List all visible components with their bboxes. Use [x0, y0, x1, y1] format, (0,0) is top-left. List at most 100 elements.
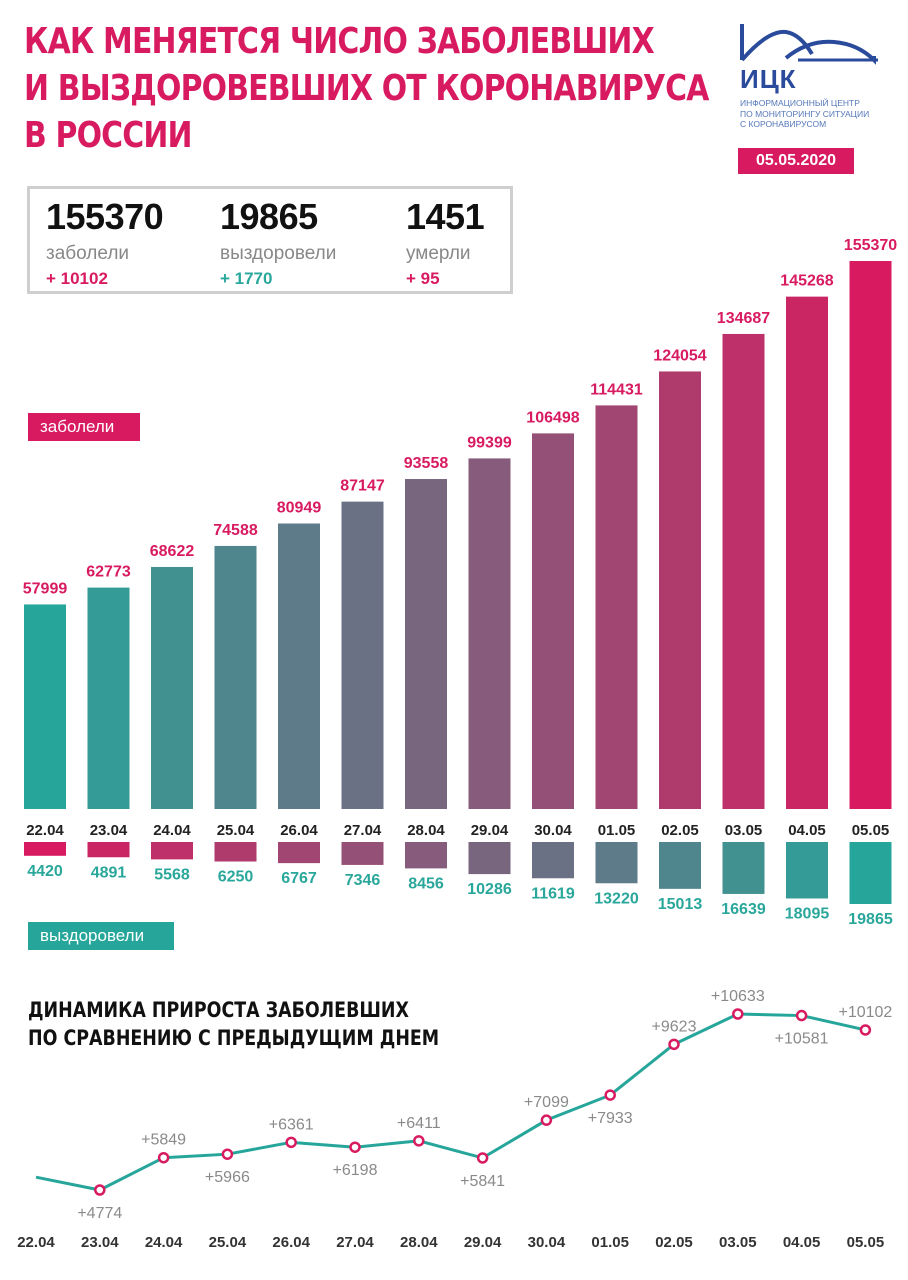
- line-x-tick-label: 02.05: [655, 1234, 693, 1251]
- bar-recovered: [849, 842, 892, 904]
- logo-wave-icon: [740, 24, 878, 65]
- bar-infected: [468, 458, 511, 809]
- bar-recovered-label: 16639: [721, 901, 766, 918]
- bar-recovered: [87, 842, 130, 858]
- bar-recovered-label: 4420: [27, 863, 63, 880]
- bar-infected-label: 124054: [653, 347, 706, 364]
- bar-recovered-label: 15013: [658, 896, 703, 913]
- bar-x-tick-label: 29.04: [471, 822, 509, 839]
- stat-recovered-delta: + 1770: [220, 269, 273, 288]
- series-point: [476, 1152, 489, 1164]
- bar-infected: [722, 333, 765, 809]
- line-chart-title-line-2: ПО СРАВНЕНИЮ С ПРЕДЫДУЩИМ ДНЕМ: [28, 1026, 440, 1050]
- series-point: [668, 1038, 680, 1051]
- stat-recovered: 19865 выздоровели + 1770: [220, 195, 336, 289]
- line-chart-title: ДИНАМИКА ПРИРОСТА ЗАБОЛЕВШИХ ПО СРАВНЕНИ…: [28, 996, 439, 1052]
- bar-recovered-label: 6250: [218, 869, 254, 886]
- bar-recovered: [659, 842, 701, 889]
- bar-infected: [214, 545, 257, 809]
- series-point: [859, 1024, 872, 1036]
- stat-infected-label: заболели: [46, 243, 130, 264]
- bar-recovered-label: 11619: [531, 885, 575, 902]
- title-line-2: И ВЫЗДОРОВЕВШИХ ОТ КОРОНАВИРУСА: [24, 68, 709, 109]
- line-x-tick-label: 01.05: [591, 1234, 629, 1251]
- bar-infected: [278, 523, 320, 809]
- bar-recovered: [151, 842, 193, 860]
- line-x-tick-label: 27.04: [336, 1234, 374, 1251]
- bar-x-tick-label: 24.04: [153, 822, 191, 839]
- bar-recovered: [341, 842, 384, 865]
- data-label: +7099: [524, 1094, 569, 1111]
- data-label: +9623: [652, 1018, 697, 1035]
- bar-x-tick-label: 03.05: [725, 822, 763, 839]
- data-label: +4774: [77, 1205, 122, 1222]
- bar-infected: [24, 604, 66, 809]
- bar-infected: [532, 433, 574, 809]
- series-point: [349, 1141, 361, 1153]
- bar-recovered-label: 5568: [154, 866, 190, 883]
- series-point: [157, 1151, 170, 1164]
- bar-infected: [341, 501, 384, 809]
- series-point: [285, 1136, 297, 1149]
- bar-x-tick-label: 04.05: [788, 822, 826, 839]
- bar-infected: [786, 296, 828, 810]
- series-point: [732, 1008, 744, 1020]
- bar-infected-label: 134687: [717, 310, 770, 327]
- line-x-tick-label: 03.05: [719, 1234, 757, 1251]
- bar-recovered-label: 6767: [281, 870, 317, 887]
- bar-infected-label: 155370: [844, 237, 897, 254]
- bar-infected-label: 62773: [86, 564, 131, 581]
- line-x-tick-label: 26.04: [272, 1234, 310, 1251]
- bar-infected-label: 145268: [780, 273, 833, 290]
- bar-recovered: [786, 842, 828, 899]
- stat-died-label: умерли: [406, 243, 471, 264]
- title-line-1: КАК МЕНЯЕТСЯ ЧИСЛО ЗАБОЛЕВШИХ: [24, 21, 655, 62]
- data-label: +10581: [775, 1031, 829, 1048]
- bar-x-tick-label: 28.04: [407, 822, 445, 839]
- line-x-tick-label: 05.05: [847, 1234, 885, 1251]
- bar-recovered: [24, 842, 66, 856]
- stats-box: 155370 заболели + 10102 19865 выздоровел…: [27, 186, 513, 294]
- stat-recovered-value: 19865: [220, 196, 318, 237]
- bar-infected-label: 93558: [404, 455, 449, 472]
- line-x-tick-label: 23.04: [81, 1234, 119, 1251]
- bar-recovered-label: 10286: [467, 881, 512, 898]
- line-x-tick-label: 25.04: [209, 1234, 247, 1251]
- line-x-tick-label: 29.04: [464, 1234, 502, 1251]
- recovered-tag: выздоровели: [28, 922, 174, 950]
- line-chart-title-line-1: ДИНАМИКА ПРИРОСТА ЗАБОЛЕВШИХ: [28, 998, 409, 1022]
- bar-recovered: [595, 842, 638, 884]
- stat-infected-delta: + 10102: [46, 269, 108, 288]
- title-line-3: В РОССИИ: [24, 115, 193, 156]
- bar-x-tick-label: 23.04: [90, 822, 128, 839]
- bar-recovered: [278, 842, 320, 864]
- series-point: [795, 1009, 808, 1022]
- bar-recovered-label: 18095: [785, 905, 830, 922]
- stat-died-value: 1451: [406, 196, 485, 237]
- bar-x-tick-label: 02.05: [661, 822, 699, 839]
- bar-infected: [659, 371, 701, 809]
- bar-infected-label: 74588: [213, 522, 258, 539]
- bar-recovered: [722, 842, 765, 894]
- bar-infected: [87, 587, 130, 809]
- bar-infected-label: 106498: [526, 409, 579, 426]
- bar-x-tick-label: 25.04: [217, 822, 255, 839]
- bar-x-tick-label: 05.05: [852, 822, 890, 839]
- bar-x-tick-label: 26.04: [280, 822, 318, 839]
- bar-x-tick-label: 27.04: [344, 822, 382, 839]
- series-point: [604, 1089, 616, 1101]
- logo-subtitle: ИНФОРМАЦИОННЫЙ ЦЕНТР ПО МОНИТОРИНГУ СИТУ…: [740, 98, 870, 129]
- bar-infected: [849, 261, 892, 809]
- series-point: [221, 1148, 234, 1160]
- data-label: +7933: [588, 1110, 633, 1127]
- stat-recovered-label: выздоровели: [220, 243, 337, 264]
- stat-died-delta: + 95: [406, 269, 440, 288]
- bar-x-tick-label: 30.04: [534, 822, 572, 839]
- page-title: КАК МЕНЯЕТСЯ ЧИСЛО ЗАБОЛЕВШИХ И ВЫЗДОРОВ…: [24, 18, 709, 159]
- line-x-tick-label: 28.04: [400, 1234, 438, 1251]
- data-label: +10633: [711, 988, 765, 1005]
- line-x-tick-label: 30.04: [528, 1234, 566, 1251]
- date-badge: 05.05.2020: [738, 148, 854, 174]
- bar-x-tick-label: 22.04: [26, 822, 64, 839]
